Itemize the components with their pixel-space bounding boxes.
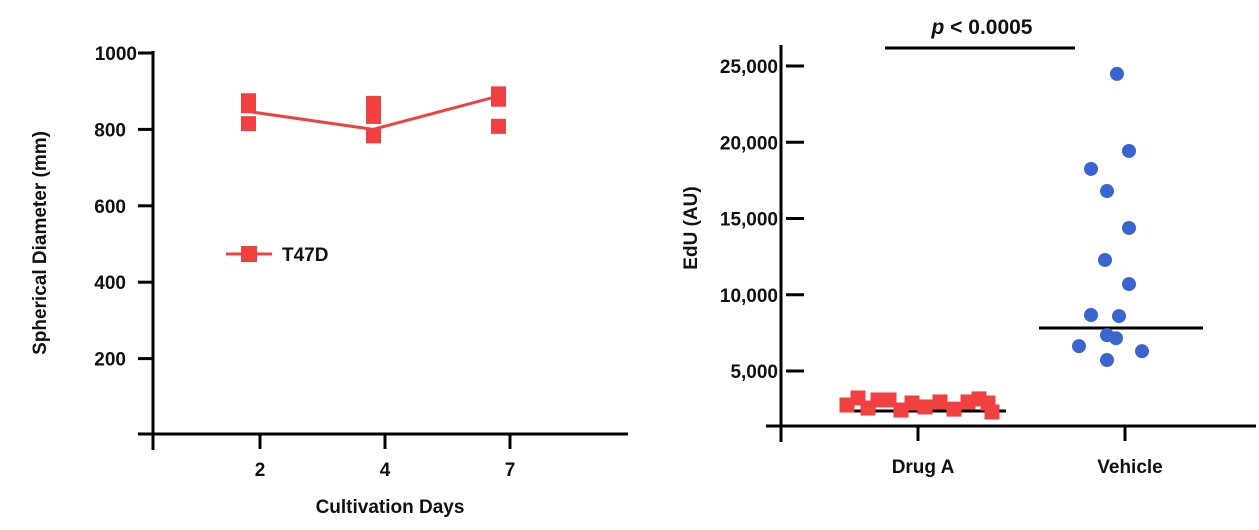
left-y-tick-label: 400 (94, 273, 126, 294)
data-point-vehicle (1122, 277, 1136, 292)
data-point-vehicle (1100, 353, 1114, 368)
data-point-vehicle (1072, 339, 1086, 354)
data-point-vehicle (1112, 309, 1126, 324)
left-y-tick-label: 1000 (95, 44, 137, 65)
data-point-drug-a (946, 401, 962, 417)
data-point-t47d (491, 118, 506, 134)
data-point-vehicle (1109, 331, 1123, 346)
data-point-t47d (241, 116, 256, 132)
right-y-tick-label: 15,000 (720, 210, 778, 231)
right-y-tick-label: 20,000 (720, 133, 778, 154)
data-point-vehicle (1122, 220, 1136, 235)
legend: T47D (226, 245, 328, 266)
data-point-vehicle (1084, 161, 1098, 176)
right-y-tick-label: 5,000 (730, 362, 778, 383)
data-point-vehicle (1084, 308, 1098, 323)
left-x-tick-label: 7 (505, 460, 516, 481)
data-point-t47d (366, 95, 381, 111)
data-point-vehicle (1135, 344, 1149, 359)
data-point-drug-a (984, 404, 1000, 420)
data-point-drug-a (904, 395, 920, 411)
right-x-tick-label: Vehicle (1097, 457, 1163, 478)
right-y-tick-label: 10,000 (720, 286, 778, 307)
data-point-drug-a (917, 399, 933, 415)
left-x-tick-label: 4 (380, 460, 391, 481)
right-y-tick-label: 25,000 (720, 57, 778, 78)
left-x-axis-label: Cultivation Days (316, 497, 465, 518)
right-x-tick-label: Drug A (892, 457, 955, 478)
left-y-axis-label: Spherical Diameter (mm) (30, 131, 51, 355)
data-point-t47d (491, 91, 506, 107)
significance-label: p < 0.0005 (931, 16, 1033, 39)
data-point-t47d (366, 128, 381, 144)
data-point-drug-a (881, 392, 897, 408)
data-point-t47d (241, 98, 256, 114)
data-point-vehicle (1110, 66, 1124, 81)
data-point-vehicle (1100, 184, 1114, 199)
data-point-vehicle (1122, 143, 1136, 158)
data-point-t47d (366, 108, 381, 124)
data-point-vehicle (1098, 252, 1112, 267)
legend-label: T47D (282, 245, 328, 266)
legend-marker (241, 246, 257, 262)
left-y-tick-label: 600 (94, 197, 126, 218)
right-y-axis-label: EdU (AU) (681, 186, 702, 269)
right-chart: 5,000 10,000 15,000 20,000 25,000 Drug A Vehi… (681, 16, 1256, 478)
left-x-tick-label: 2 (255, 460, 266, 481)
left-chart: 200 400 600 800 1000 2 4 7 Spherical Diameter … (30, 44, 628, 518)
left-y-tick-label: 800 (94, 120, 126, 141)
data-point-drug-a (932, 394, 948, 410)
left-y-tick-label: 200 (94, 350, 126, 371)
